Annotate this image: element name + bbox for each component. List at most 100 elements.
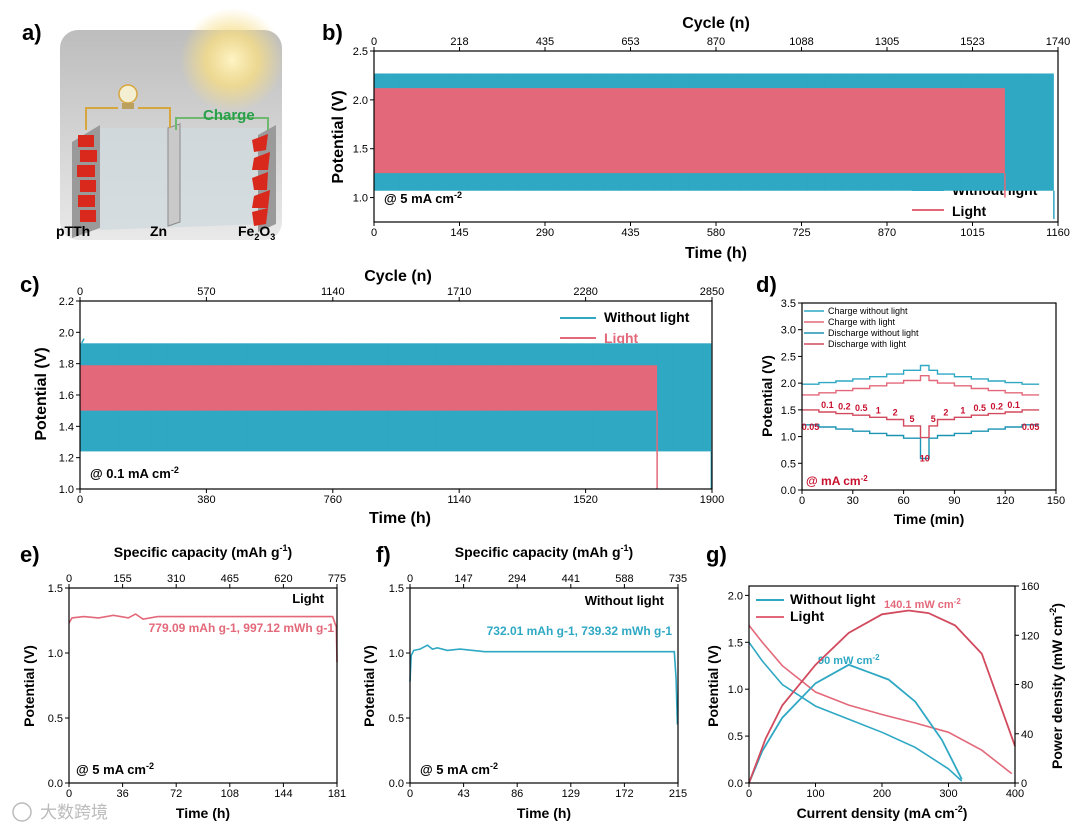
chart-b-ticklabel-t-6: 1305	[875, 36, 899, 48]
chart-b-ticklabel-t-4: 870	[707, 36, 725, 48]
chart-e-ticklabel-t-5: 775	[328, 573, 346, 585]
chart-d-legend-0: Charge without light	[828, 306, 908, 316]
chart-e-value-label: 779.09 mAh g-1, 997.12 mWh g-1	[149, 621, 335, 635]
chart-e-ticklabel-t-3: 465	[221, 573, 239, 585]
chart-d-plot-frame	[801, 302, 1057, 491]
chart-g-ticklabel-b-2: 200	[873, 788, 891, 800]
chart-b-ticklabel-b-4: 580	[707, 227, 725, 239]
chart-d-series-2	[802, 424, 1040, 460]
chart-f-plot-frame	[409, 587, 679, 784]
chart-c-top-axis-label: Cycle (n)	[364, 268, 432, 285]
chart-d-rate-label-5: 2	[893, 407, 898, 417]
chart-b-y-label: Potential (V)	[330, 90, 347, 183]
chart-d-ticklabel-b-5: 150	[1047, 495, 1065, 507]
chart-d-rate-label-6: 5	[910, 414, 915, 424]
panel-label-f: f)	[376, 542, 391, 567]
pTTh-coating	[77, 135, 97, 222]
chart-f-ticklabel-t-2: 294	[508, 573, 526, 585]
chart-f: Specific capacity (mAh g-1) Time (h) Pot…	[361, 543, 687, 821]
chart-e-ticklabel-t-0: 0	[66, 573, 72, 585]
chart-e-ticklabel-t-1: 155	[113, 573, 131, 585]
chart-c-ticklabel-t-4: 2280	[573, 286, 597, 298]
chart-b-ticklabel-l-0: 1.0	[353, 193, 368, 205]
chart-e-ticklabel-b-0: 0	[66, 788, 72, 800]
chart-d-rate-label-12: 0.2	[990, 402, 1003, 412]
chart-b-ticklabel-t-5: 1088	[789, 36, 813, 48]
chart-c-ticklabel-b-0: 0	[77, 494, 83, 506]
chart-b-ticklabel-b-8: 1160	[1046, 227, 1070, 239]
chart-d-rate-label-4: 1	[876, 405, 881, 415]
chart-g-peak-dark: 90 mW cm-2	[818, 653, 880, 667]
wire-charge	[175, 117, 269, 130]
chart-d-rate-label-8: 5	[931, 414, 936, 424]
chart-b-ticklabel-b-3: 435	[621, 227, 639, 239]
chart-f-ticklabel-l-2: 1.0	[389, 648, 404, 660]
chart-d-y-label: Potential (V)	[759, 355, 775, 437]
chart-g-ticklabel-b-4: 400	[1006, 788, 1024, 800]
chart-d-series-3	[802, 409, 1040, 439]
chart-b-ticklabel-b-7: 1015	[960, 227, 984, 239]
chart-c-series-light	[80, 365, 658, 411]
chart-f-value-label: 732.01 mAh g-1, 739.32 mWh g-1	[487, 624, 673, 638]
chart-e-ticklabel-b-5: 181	[328, 788, 346, 800]
chart-d-ticklabel-b-0: 0	[799, 495, 805, 507]
chart-b-x-label: Time (h)	[685, 245, 747, 262]
fe2o3-label: Fe2O3	[238, 223, 275, 242]
chart-g-x-label: Current density (mA cm-2)	[797, 804, 968, 821]
chart-g-ticklabel-l-0: 0.0	[728, 778, 743, 790]
chart-b-ticklabel-l-3: 2.5	[353, 46, 368, 58]
chart-b-ticklabel-t-0: 0	[371, 36, 377, 48]
panel-label-e: e)	[20, 542, 40, 567]
chart-d-ticklabel-l-6: 3.0	[781, 325, 796, 337]
chart-f-ticklabel-t-3: 441	[562, 573, 580, 585]
chart-c-ticklabel-b-3: 1140	[447, 494, 471, 506]
chart-c-without-light-start-spike	[80, 338, 85, 344]
chart-d-rate-label-7: 10	[920, 454, 930, 464]
chart-c-ticklabel-b-1: 380	[197, 494, 215, 506]
chart-d-rate-label-10: 1	[960, 405, 965, 415]
chart-f-ticklabel-b-1: 43	[457, 788, 469, 800]
schematic-panel: Charge pTTh Zn Fe2O3	[56, 8, 284, 242]
chart-d-series-1	[802, 375, 1040, 396]
electrolyte-tank	[100, 128, 265, 230]
chart-c-annotation: @ 0.1 mA cm-2	[90, 465, 179, 481]
chart-f-ticklabel-t-1: 147	[454, 573, 472, 585]
chart-c-legend-light: Light	[604, 330, 639, 346]
chart-g-y-label: Potential (V)	[705, 645, 721, 727]
chart-f-ticklabel-b-5: 215	[669, 788, 687, 800]
chart-c-ticklabel-l-5: 2.0	[59, 327, 74, 339]
zn-electrode	[167, 123, 181, 227]
chart-c-ticklabel-t-5: 2850	[700, 286, 724, 298]
panel-label-g: g)	[706, 542, 727, 567]
panel-label-b: b)	[322, 20, 343, 45]
chart-f-ticklabel-b-2: 86	[511, 788, 523, 800]
panel-label-a: a)	[22, 20, 42, 45]
chart-d-ticklabel-b-4: 120	[996, 495, 1014, 507]
chart-e-legend: Light	[292, 591, 324, 606]
chart-c-ticklabel-l-0: 1.0	[59, 484, 74, 496]
chart-b-ticklabel-t-3: 653	[621, 36, 639, 48]
chart-e-ticklabel-b-3: 108	[221, 788, 239, 800]
chart-d-ticklabel-b-3: 90	[948, 495, 960, 507]
chart-g-ticklabel-l-3: 1.5	[728, 637, 743, 649]
chart-e-series-light	[68, 613, 338, 663]
chart-b-ticklabel-t-7: 1523	[960, 36, 984, 48]
chart-c-ticklabel-l-2: 1.4	[59, 421, 74, 433]
chart-b: Cycle (n) Time (h) Potential (V) @ 5 mA …	[330, 15, 1070, 262]
chart-e-ticklabel-t-4: 620	[274, 573, 292, 585]
chart-e-ticklabel-l-1: 0.5	[48, 713, 63, 725]
chart-f-ticklabel-l-1: 0.5	[389, 713, 404, 725]
panel-label-c: c)	[20, 272, 40, 297]
watermark: 大数跨境	[12, 802, 108, 822]
chart-d-x-label: Time (min)	[894, 511, 965, 527]
chart-d-rate-label-3: 0.5	[855, 403, 868, 413]
chart-d-rate-label-14: 0.05	[1022, 422, 1040, 432]
chart-e-ticklabel-t-2: 310	[167, 573, 185, 585]
chart-g-ticklabel-l-4: 2.0	[728, 590, 743, 602]
chart-g-ticklabel-b-0: 0	[746, 788, 752, 800]
chart-c-ticklabel-b-2: 760	[324, 494, 342, 506]
chart-g-ticklabel-r-3: 120	[1021, 630, 1039, 642]
chart-g-potential-light	[748, 624, 1013, 775]
chart-g-ticklabel-r-2: 80	[1021, 680, 1033, 692]
chart-c: Cycle (n) Time (h) Potential (V) @ 0.1 m…	[33, 268, 724, 527]
